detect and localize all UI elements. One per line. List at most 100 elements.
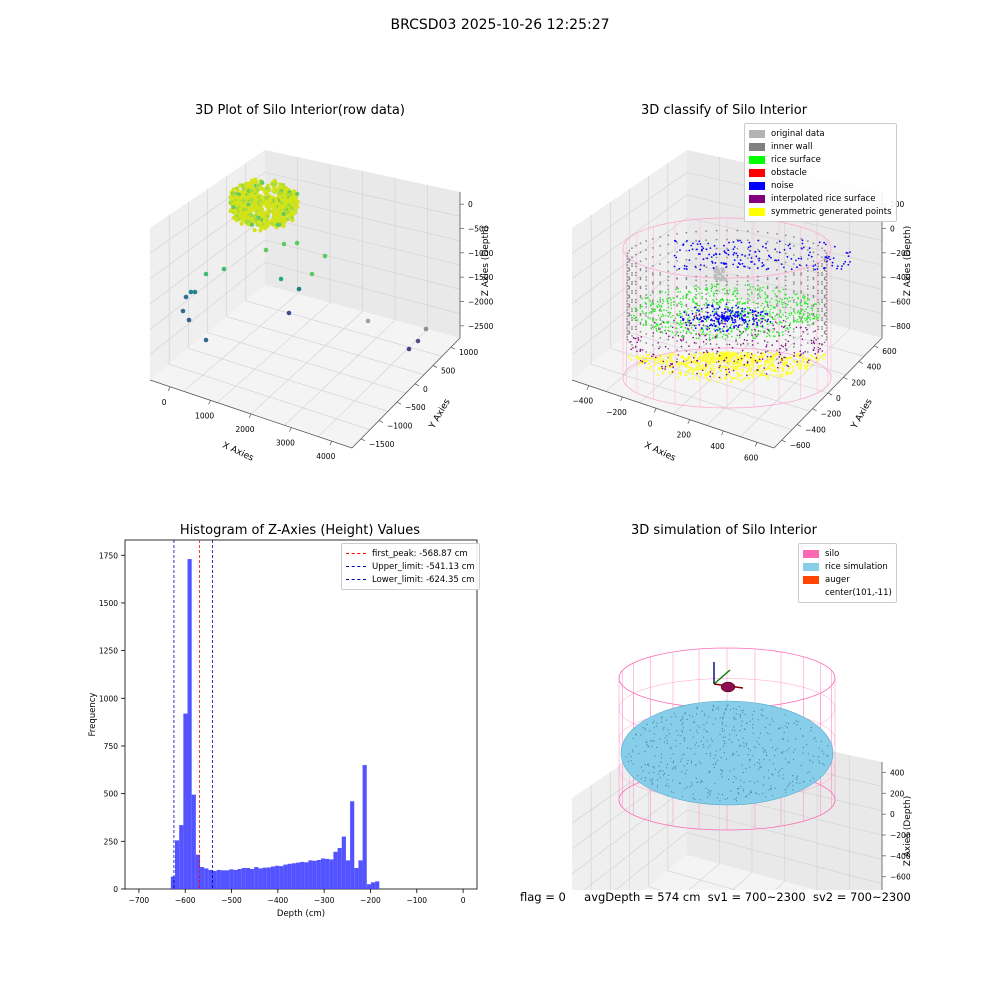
p2-wall-point	[776, 322, 778, 324]
p1-point	[262, 219, 267, 224]
histogram-bar	[170, 876, 176, 889]
p4-mesh-node	[672, 791, 675, 793]
p2-noise-point	[714, 324, 717, 327]
p4-mesh-node	[807, 772, 809, 774]
legend-entry: original data	[749, 127, 892, 140]
p2-noise-point	[827, 257, 829, 259]
p2-sym-point	[695, 366, 698, 369]
p2-interp-point	[743, 339, 746, 341]
p1-point	[259, 202, 264, 207]
p2-wall-point	[626, 293, 629, 296]
p2-wall-point	[715, 238, 718, 241]
p2-wall-point	[800, 308, 803, 310]
p1-point	[231, 192, 236, 197]
p2-y-tick-label: −600	[790, 441, 811, 450]
p2-wall-point	[628, 305, 631, 308]
p2-rice-point	[769, 313, 771, 315]
p4-mesh-node	[650, 740, 652, 742]
p2-noise-point	[706, 311, 709, 314]
p2-noise-point	[756, 322, 759, 324]
p2-rice-point	[781, 331, 784, 333]
p4-mesh-node	[670, 716, 672, 718]
p2-wall-point	[659, 317, 662, 319]
p2-rice-point	[701, 296, 704, 298]
p2-noise-point	[736, 314, 738, 317]
p2-interp-point	[672, 336, 674, 339]
p2-rice-point	[664, 329, 666, 332]
p1-point	[246, 183, 251, 188]
p2-wall-point	[812, 260, 815, 263]
p2-rice-point	[727, 293, 730, 295]
p4-mesh-node	[714, 718, 716, 720]
p4-mesh-node	[769, 723, 771, 726]
p2-rice-point	[754, 337, 756, 340]
p2-sym-point	[768, 357, 771, 360]
p4-mesh-node	[760, 714, 762, 716]
p4-mesh-node	[745, 767, 747, 770]
p2-rice-point	[752, 301, 755, 304]
p4-mesh-node	[709, 791, 711, 793]
p2-wall-point	[667, 284, 670, 287]
p2-rice-point	[816, 314, 818, 316]
p2-wall-point	[631, 319, 633, 321]
p2-wall-point	[628, 260, 631, 263]
p2-interp-point	[760, 352, 762, 355]
p2-y-tick-label: −400	[805, 425, 826, 434]
p2-wall-point	[766, 249, 769, 252]
p2-wall-point	[825, 264, 828, 266]
p2-rice-point	[711, 286, 713, 289]
p2-sym-point	[644, 360, 647, 363]
p2-wall-point	[821, 283, 823, 285]
p4-mesh-node	[789, 782, 791, 784]
p2-rice-point	[705, 302, 708, 305]
p4-mesh-node	[726, 705, 728, 707]
p2-rice-point	[695, 290, 698, 293]
p2-interp-point	[702, 341, 705, 343]
p2-interp-point	[765, 344, 768, 346]
p2-noise-point	[673, 254, 676, 257]
p2-wall-point	[676, 296, 678, 298]
p4-mesh-node	[661, 716, 663, 718]
p2-y-tick-label: 600	[882, 347, 897, 356]
p4-mesh-node	[722, 736, 724, 738]
p2-wall-point	[821, 290, 823, 292]
p4-mesh-node	[721, 769, 723, 771]
p2-rice-point	[674, 334, 676, 337]
p2-wall-point	[626, 329, 629, 332]
p2-sym-point	[679, 374, 682, 377]
p1-point	[254, 197, 259, 202]
p2-interp-point	[639, 350, 641, 353]
p2-rice-point	[813, 315, 816, 318]
p2-original-point	[718, 272, 722, 276]
p2-rice-point	[691, 309, 693, 312]
p4-mesh-node	[753, 710, 755, 713]
p4-mesh-node	[684, 737, 686, 739]
p2-rice-point	[671, 331, 674, 333]
p2-sym-point	[635, 356, 638, 359]
p2-interp-point	[720, 322, 722, 325]
p4-mesh-node	[723, 712, 725, 714]
p4-mesh-node	[735, 734, 737, 736]
p4-mesh-node	[695, 777, 697, 779]
p4-mesh-node	[782, 777, 784, 780]
p1-z-tick-label: 0	[468, 200, 473, 209]
p2-sym-point	[668, 371, 671, 374]
p2-rice-point	[647, 296, 649, 299]
p2-rice-point	[804, 310, 806, 313]
p4-mesh-node	[644, 727, 646, 729]
p2-interp-point	[665, 332, 667, 335]
p2-wall-point	[812, 278, 815, 281]
p4-mesh-node	[745, 796, 747, 798]
p2-wall-point	[685, 287, 688, 290]
p2-sym-point	[720, 378, 723, 381]
histogram-bar	[237, 868, 242, 889]
p2-sym-point	[803, 364, 806, 367]
p2-noise-point	[733, 259, 736, 261]
p2-sym-point	[773, 368, 776, 371]
p2-rice-point	[782, 314, 784, 316]
p2-sym-point	[736, 375, 739, 378]
p2-rice-point	[711, 285, 713, 288]
p4-mesh-node	[827, 755, 829, 757]
p2-interp-point	[770, 355, 772, 358]
p4-mesh-node	[675, 715, 677, 717]
